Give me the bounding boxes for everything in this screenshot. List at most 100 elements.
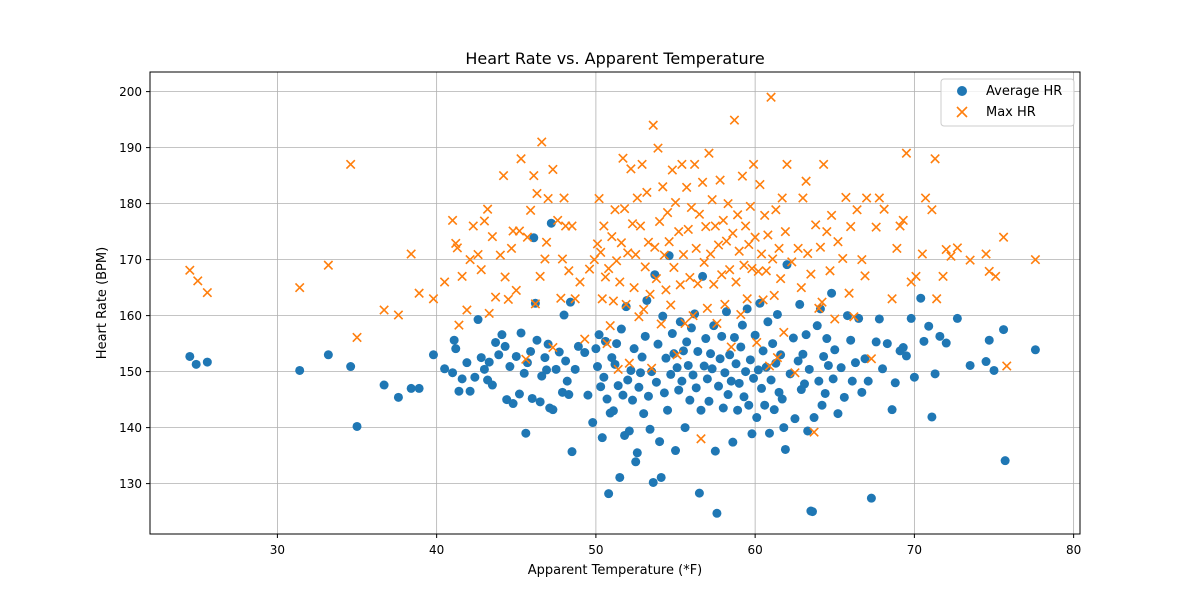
max-hr-point (713, 240, 724, 250)
max-hr-point (931, 294, 942, 304)
y-tick-label: 150 (119, 365, 142, 379)
max-hr-point (801, 176, 811, 186)
max-hr-point (462, 305, 472, 315)
average-hr-point (924, 321, 934, 331)
x-tick-label: 80 (1066, 543, 1081, 557)
average-hr-point (774, 387, 784, 397)
max-hr-point (557, 254, 568, 264)
plot-points (185, 92, 1041, 518)
average-hr-point (729, 332, 739, 342)
average-hr-point (295, 365, 305, 375)
max-hr-point (642, 187, 652, 198)
average-hr-point (769, 405, 779, 415)
max-hr-point (898, 215, 909, 226)
max-hr-point (677, 159, 687, 170)
average-hr-point (887, 405, 897, 415)
average-hr-point (597, 433, 607, 443)
average-hr-point (691, 383, 701, 393)
average-hr-point (827, 288, 837, 298)
axis-ticks: 30 40 50 60 70 80 130 140 150 160 170 180 190 200 (119, 85, 1081, 557)
max-hr-point (640, 262, 651, 272)
average-hr-point (760, 400, 770, 410)
max-hr-point (901, 148, 912, 158)
max-hr-point (793, 243, 803, 254)
max-hr-point (946, 251, 956, 262)
average-hr-point (828, 374, 838, 384)
max-hr-point (729, 115, 740, 125)
average-hr-point (782, 260, 792, 270)
average-hr-point (701, 334, 711, 344)
max-hr-point (984, 266, 994, 277)
max-hr-point (822, 226, 832, 237)
max-hr-point (774, 243, 784, 254)
x-tick-label: 50 (588, 543, 603, 557)
max-hr-point (998, 232, 1009, 242)
average-hr-point (449, 335, 459, 345)
average-hr-point (874, 314, 884, 324)
max-hr-point (769, 290, 780, 301)
average-hr-point (465, 386, 475, 396)
average-hr-point (723, 390, 733, 400)
y-tick-label: 160 (119, 309, 142, 323)
max-hr-point (468, 221, 479, 231)
average-hr-point (487, 380, 497, 390)
average-hr-point (715, 354, 725, 364)
max-hr-point (755, 179, 765, 190)
max-hr-point (767, 254, 778, 264)
max-hr-point (511, 285, 522, 296)
max-hr-point (927, 204, 937, 215)
average-hr-point (352, 421, 362, 431)
average-hr-point (871, 337, 881, 347)
max-hr-point (726, 342, 737, 352)
average-hr-point (672, 363, 682, 373)
max-hr-point (541, 237, 552, 248)
average-hr-point (764, 428, 774, 438)
max-hr-point (675, 280, 686, 290)
max-hr-point (637, 159, 647, 170)
max-hr-point (779, 327, 789, 338)
max-hr-point (592, 239, 603, 249)
max-hr-point (575, 277, 585, 287)
average-hr-point (543, 339, 553, 349)
max-hr-point (487, 231, 498, 242)
max-hr-point (556, 293, 566, 304)
max-hr-point (622, 248, 633, 258)
average-hr-point (658, 311, 668, 321)
max-hr-point (559, 193, 569, 203)
max-hr-point (758, 295, 768, 305)
average-hr-point (631, 457, 641, 467)
max-hr-point (990, 271, 1001, 282)
max-hr-point (643, 237, 654, 248)
max-hr-point (825, 266, 835, 276)
average-hr-point (677, 376, 687, 386)
max-hr-point (759, 210, 770, 221)
max-hr-point (920, 193, 931, 203)
max-hr-point (667, 165, 678, 175)
max-hr-point (454, 320, 464, 330)
max-hr-point (938, 271, 948, 282)
average-hr-point (505, 362, 515, 372)
average-hr-point (639, 409, 649, 419)
average-hr-point (688, 370, 698, 380)
average-hr-point (535, 397, 545, 407)
average-hr-point (882, 339, 892, 349)
average-hr-point (836, 363, 846, 373)
max-hr-point (579, 334, 590, 344)
average-hr-point (642, 295, 652, 305)
average-hr-point (788, 333, 798, 343)
max-hr-point (817, 297, 827, 307)
max-hr-point (763, 230, 773, 240)
average-hr-point (648, 477, 658, 487)
max-hr-point (680, 318, 690, 329)
y-axis-label: Heart Rate (BPM) (95, 247, 110, 359)
average-hr-point (596, 382, 606, 392)
average-hr-point (812, 321, 822, 331)
average-hr-point (476, 353, 486, 363)
average-hr-point (663, 405, 673, 415)
max-hr-point (479, 216, 490, 226)
max-hr-point (748, 159, 759, 170)
average-hr-point (526, 346, 536, 356)
max-hr-point (747, 263, 757, 274)
average-hr-point (618, 390, 628, 400)
average-hr-point (839, 392, 849, 402)
